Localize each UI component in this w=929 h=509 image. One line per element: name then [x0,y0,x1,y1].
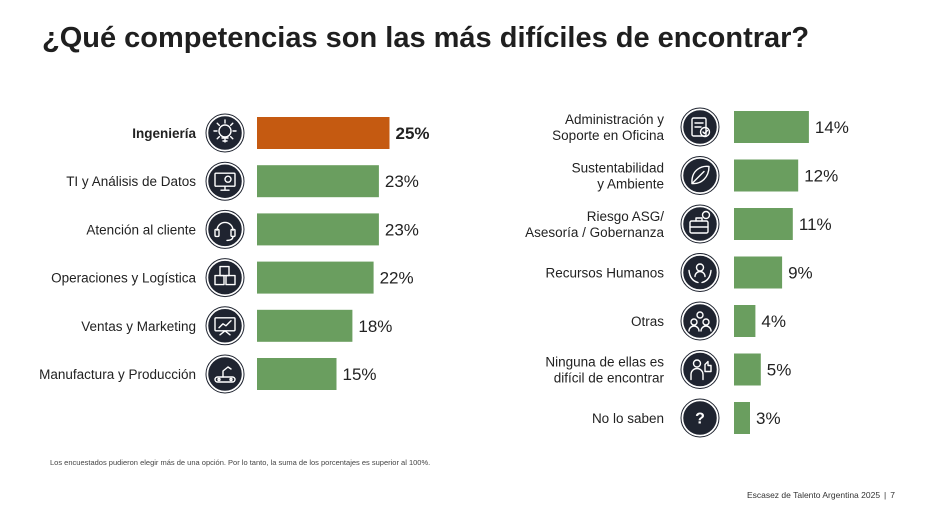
value-label: 15% [343,365,377,384]
category-label-line: difícil de encontrar [554,371,665,386]
value-label: 14% [815,118,849,137]
bar-ventas-y-marketing [257,309,353,342]
value-label: 9% [788,264,813,283]
category-label: Ventas y Marketing [81,319,196,334]
bar-administracion-y-soporte-en-oficina [734,111,809,143]
page-title: ¿Qué competencias son las más difíciles … [42,22,810,54]
bar-row-recursos-humanos: Recursos Humanos 9% [545,253,813,292]
presentation-chart-icon [205,306,245,346]
category-label: Ninguna de ellas es difícil de encontrar [545,355,664,386]
bar-ti-y-analisis-de-datos [257,165,379,198]
category-label: Atención al cliente [86,222,196,237]
bar-row-riesgo-asg-asesoria-gobernanza: Riesgo ASG/Asesoría / Gobernanza 11% [525,204,832,244]
category-label: Manufactura y Producción [39,367,196,382]
bar-row-atencion-al-cliente: Atención al cliente 23% [86,209,419,249]
bar-riesgo-asg-asesoria-gobernanza [734,208,793,240]
leaf-icon [680,156,720,195]
bar-row-ingenieria: Ingeniería 25% [132,113,430,153]
category-label-line: Sustentabilidad [572,161,664,176]
category-label-line: Recursos Humanos [545,266,664,281]
bar-ninguna-de-ellas-es-dificil-de-encontrar [734,353,761,386]
category-label: Otras [631,314,664,329]
value-label: 22% [380,269,414,288]
svg-text:?: ? [695,411,705,428]
value-label: 4% [761,312,786,331]
chart-right: Administración y Soporte en Oficina 14% Sus… [525,107,849,438]
bar-row-no-lo-saben: No lo saben? 3% [592,398,781,438]
chart-left: Ingeniería 25%TI y Análisis de Datos 23%At… [39,113,430,394]
category-label-line: Asesoría / Gobernanza [525,225,664,240]
category-label-line: Ninguna de ellas es [545,355,664,370]
value-label: 5% [767,361,792,380]
headset-icon [205,209,245,249]
category-label: Operaciones y Logística [51,271,196,286]
category-label-line: TI y Análisis de Datos [66,174,196,189]
lightbulb-gear-icon [205,113,245,153]
value-label: 23% [385,172,419,191]
value-label: 12% [804,167,838,186]
bar-row-operaciones-y-logistica: Operaciones y Logística 22% [51,258,414,298]
category-label-line: Administración y [565,112,664,127]
bar-ingenieria [257,117,390,149]
page-number: 7 [890,490,895,500]
bar-row-ventas-y-marketing: Ventas y Marketing 18% [81,306,392,346]
category-label-line: Atención al cliente [86,222,196,237]
category-label: Recursos Humanos [545,266,664,281]
footer: Escasez de Talento Argentina 2025 | 7 [747,490,895,500]
question-icon: ? [680,398,720,438]
category-label-line: No lo saben [592,411,664,426]
bar-row-ninguna-de-ellas-es-dificil-de-encontrar: Ninguna de ellas es difícil de encontrar 5… [545,350,792,389]
bar-operaciones-y-logistica [257,261,374,294]
group-icon [680,301,720,341]
bar-row-administracion-y-soporte-en-oficina: Administración y Soporte en Oficina 14% [552,107,849,147]
footer-separator: | [884,490,887,500]
footer-source: Escasez de Talento Argentina 2025 [746,490,881,500]
clipboard-check-icon [680,107,720,147]
category-label-line: Operaciones y Logística [51,271,196,286]
category-label-line: y Ambiente [597,177,664,192]
conveyor-robot-icon [205,354,245,394]
category-label: Administración y Soporte en Oficina [552,112,664,143]
category-label: TI y Análisis de Datos [66,174,196,189]
category-label: No lo saben [592,411,664,426]
person-thumbs-up-icon [680,350,720,389]
briefcase-icon [680,204,720,244]
category-label-line: Riesgo ASG/ [587,209,665,224]
people-hands-icon [680,253,720,292]
bar-row-otras: Otras 4% [631,301,786,341]
value-label: 18% [358,317,392,336]
footnote: Los encuestados pudieron elegir más de u… [50,458,431,467]
value-label: 11% [799,215,832,234]
bar-row-ti-y-analisis-de-datos: TI y Análisis de Datos 23% [66,161,419,201]
bar-row-manufactura-y-produccion: Manufactura y Producción 15% [39,354,377,394]
bar-row-sustentabilidad-y-ambiente: Sustentabilidad y Ambiente 12% [572,156,838,195]
bar-no-lo-saben [734,402,750,434]
value-label: 25% [396,124,430,143]
monitor-gear-icon [205,161,245,201]
category-label-line: Manufactura y Producción [39,367,196,382]
value-label: 3% [756,409,781,428]
value-label: 23% [385,220,419,239]
bar-atencion-al-cliente [257,213,379,246]
bar-manufactura-y-produccion [257,358,337,390]
bar-recursos-humanos [734,256,783,289]
category-label: Ingeniería [132,126,196,141]
boxes-icon [205,258,245,298]
category-label-line: Ventas y Marketing [81,319,196,334]
category-label-line: Otras [631,314,664,329]
category-label-line: Soporte en Oficina [552,128,664,143]
bar-sustentabilidad-y-ambiente [734,159,799,192]
category-label: Sustentabilidad y Ambiente [572,161,664,192]
category-label: Riesgo ASG/Asesoría / Gobernanza [525,209,664,240]
category-label-line: Ingeniería [132,126,196,141]
bar-otras [734,305,756,337]
